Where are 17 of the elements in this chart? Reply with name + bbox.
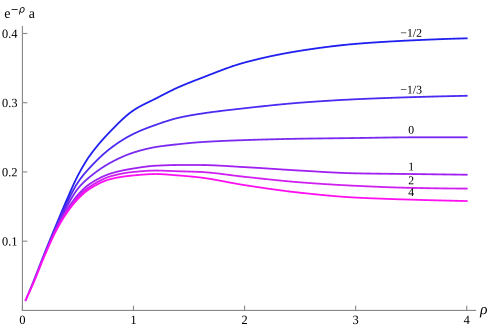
x-axis-title: ρ: [480, 306, 487, 318]
y-tick-label: 0.3: [2, 98, 18, 108]
series-label: 2: [408, 176, 414, 184]
x-tick-label: 3: [353, 316, 358, 324]
series-label: 1: [409, 162, 414, 170]
y-tick-label: 0.2: [2, 168, 17, 176]
y-axis-title: e$^{−ρ}$ a: [4, 7, 35, 18]
x-tick-label: 4: [464, 316, 470, 324]
x-tick-label: 0: [20, 316, 26, 324]
series-label: 4: [408, 188, 414, 196]
y-tick-label: 0.4: [2, 30, 18, 38]
y-tick-label: 0.1: [2, 237, 17, 246]
series-label: 0: [408, 126, 414, 134]
series-label: −1/3: [400, 86, 422, 94]
x-tick-label: 2: [242, 316, 247, 324]
x-tick-label: 1: [131, 316, 136, 324]
series-label: −1/2: [400, 28, 422, 37]
